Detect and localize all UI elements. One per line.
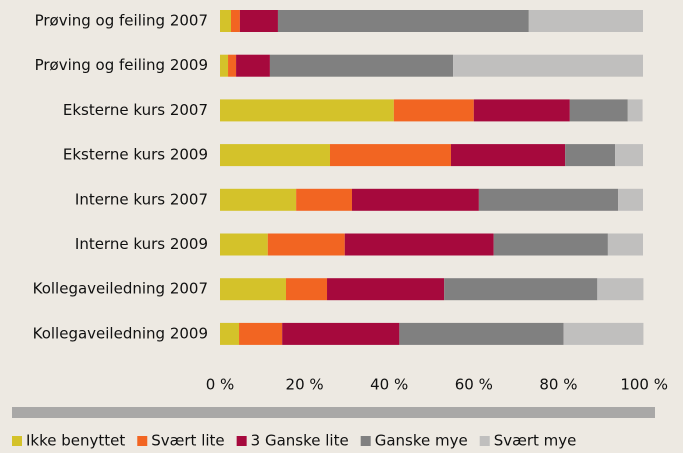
bar-segment — [473, 99, 570, 122]
legend-label: Ganske mye — [375, 432, 468, 450]
bar-segment — [220, 233, 268, 256]
bar-segment — [220, 144, 330, 167]
y-tick-label: Prøving og feiling 2007 — [35, 12, 208, 30]
bar-segment — [282, 322, 400, 345]
separator-band — [12, 407, 655, 418]
bar-segment — [296, 188, 352, 211]
x-tick-label: 20 % — [286, 376, 324, 394]
bar-segment — [478, 188, 619, 211]
bar-segment — [450, 144, 566, 167]
bar-segment — [329, 144, 451, 167]
legend-label: Svært mye — [494, 432, 577, 450]
bar-segment — [285, 278, 328, 301]
bar-segment — [444, 278, 598, 301]
y-tick-label: Prøving og feiling 2009 — [35, 56, 208, 74]
bar-segment — [228, 54, 237, 77]
legend-swatch — [12, 436, 22, 446]
bar-segment — [399, 322, 564, 345]
bar-segment — [618, 188, 643, 211]
bar-segment — [597, 278, 644, 301]
y-tick-label: Interne kurs 2007 — [75, 190, 208, 208]
bar-segment — [565, 144, 616, 167]
x-tick-label: 60 % — [455, 376, 493, 394]
legend-label: Ikke benyttet — [26, 432, 125, 450]
bar-segment — [220, 10, 231, 32]
y-tick-label: Eksterne kurs 2009 — [63, 146, 208, 164]
bar-segment — [327, 278, 445, 301]
y-tick-label: Interne kurs 2009 — [75, 235, 208, 253]
bar-segment — [351, 188, 479, 211]
x-tick-label: 100 % — [620, 376, 668, 394]
bar-segment — [220, 99, 394, 122]
x-tick-label: 80 % — [539, 376, 577, 394]
bar-segment — [269, 54, 454, 77]
legend-swatch — [479, 436, 490, 446]
bar-segment — [220, 188, 297, 211]
legend-swatch — [137, 436, 148, 446]
bar-segment — [453, 54, 643, 77]
bar-segment — [220, 278, 286, 301]
bar-segment — [236, 54, 270, 77]
bar-segment — [230, 10, 240, 32]
bar-segment — [528, 10, 643, 32]
y-tick-label: Kollegaveiledning 2007 — [33, 280, 208, 298]
legend-label: Svært lite — [151, 432, 224, 450]
bar-segment — [569, 99, 628, 122]
bar-segment — [239, 10, 278, 32]
legend-label: 3 Ganske lite — [251, 432, 349, 450]
bar-segment — [563, 322, 644, 345]
legend-swatch — [360, 436, 371, 446]
x-tick-label: 0 % — [206, 376, 235, 394]
bar-segment — [615, 144, 643, 167]
bar-segment — [239, 322, 283, 345]
bar-segment — [607, 233, 643, 256]
y-tick-label: Eksterne kurs 2007 — [63, 101, 208, 119]
bar-segment — [393, 99, 474, 122]
bar-segment — [220, 54, 229, 77]
legend-swatch — [236, 436, 247, 446]
bar-segment — [344, 233, 494, 256]
x-tick-label: 40 % — [370, 376, 408, 394]
bar-segment — [220, 322, 240, 345]
y-tick-label: Kollegaveiledning 2009 — [33, 324, 208, 342]
bar-segment — [627, 99, 643, 122]
bar-segment — [267, 233, 345, 256]
bar-segment — [493, 233, 608, 256]
bar-segment — [277, 10, 529, 32]
